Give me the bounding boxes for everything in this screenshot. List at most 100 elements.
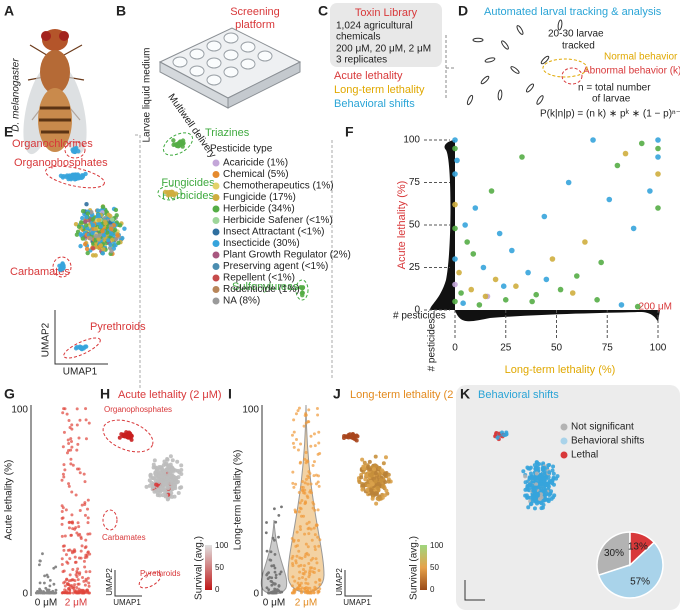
strip-point bbox=[316, 508, 320, 512]
umap-point bbox=[159, 474, 164, 479]
umap-point bbox=[166, 190, 172, 195]
strip-point bbox=[78, 418, 82, 422]
cluster-label: Pyrethroids bbox=[90, 321, 146, 333]
point bbox=[488, 188, 495, 194]
well bbox=[206, 74, 222, 86]
umap-point bbox=[539, 506, 544, 511]
larva bbox=[557, 19, 563, 31]
point bbox=[647, 188, 653, 194]
point bbox=[470, 251, 477, 257]
umap-point bbox=[110, 217, 115, 222]
tick-label: 0 bbox=[430, 585, 435, 594]
well bbox=[189, 48, 205, 60]
strip-point bbox=[269, 591, 273, 594]
umap-point bbox=[107, 245, 113, 251]
strip-point bbox=[308, 471, 312, 475]
strip-point bbox=[86, 576, 90, 580]
umap-point bbox=[152, 458, 157, 463]
strip-point bbox=[271, 536, 275, 540]
cluster-label: Triazines bbox=[205, 127, 250, 139]
legend-marker bbox=[560, 423, 568, 431]
umap-point bbox=[300, 293, 305, 298]
strip-point bbox=[69, 457, 73, 461]
umap-point bbox=[165, 476, 170, 481]
point bbox=[452, 298, 458, 305]
umap-point bbox=[74, 345, 80, 350]
point bbox=[525, 269, 531, 276]
strip-point bbox=[274, 589, 278, 593]
strip-point bbox=[70, 445, 74, 449]
strip-point bbox=[317, 441, 321, 445]
umap-point bbox=[527, 466, 532, 471]
strip-point bbox=[311, 556, 315, 560]
strip-point bbox=[82, 472, 86, 476]
strip-point bbox=[291, 562, 295, 566]
strip-point bbox=[70, 423, 74, 427]
strip-point bbox=[62, 475, 66, 479]
umap-point bbox=[90, 230, 95, 236]
well bbox=[223, 32, 239, 44]
strip-point bbox=[270, 576, 274, 580]
strip-point bbox=[65, 578, 69, 582]
strip-point bbox=[298, 570, 302, 574]
umap-point bbox=[349, 435, 354, 440]
strip-point bbox=[70, 490, 74, 494]
umap-point bbox=[159, 483, 164, 488]
strip-point bbox=[293, 579, 297, 583]
umap-point bbox=[549, 496, 554, 501]
strip-point bbox=[48, 591, 52, 594]
strip-point bbox=[307, 571, 311, 575]
point bbox=[456, 269, 462, 276]
panel-title: Automated larval tracking & analysis bbox=[484, 6, 662, 18]
axis-label: UMAP2 bbox=[41, 322, 52, 357]
cluster-outlines bbox=[102, 419, 162, 589]
title-line: platform bbox=[235, 19, 275, 31]
strip-point bbox=[312, 474, 316, 478]
point bbox=[606, 196, 613, 203]
umap-point bbox=[71, 148, 77, 154]
legend-label: Plant Growth Regulator (2%) bbox=[223, 250, 351, 261]
strip-point bbox=[66, 438, 70, 442]
point bbox=[496, 230, 503, 237]
point bbox=[549, 256, 556, 262]
legend-label: Not significant bbox=[571, 422, 634, 433]
umap-point bbox=[543, 496, 548, 501]
axis-label: UMAP1 bbox=[113, 598, 141, 607]
umap-point bbox=[67, 173, 72, 178]
strip-point bbox=[70, 439, 74, 443]
strip-point bbox=[311, 506, 315, 510]
strip-point bbox=[316, 480, 320, 484]
strip-point bbox=[316, 452, 320, 456]
tick-label: 0 bbox=[253, 589, 259, 600]
point bbox=[452, 137, 458, 143]
umap-point bbox=[163, 462, 168, 467]
strip-point bbox=[313, 444, 317, 448]
strip-point bbox=[71, 527, 75, 531]
outcome: Behavioral shifts bbox=[334, 98, 415, 110]
strip-point bbox=[75, 448, 79, 452]
strip-point bbox=[301, 576, 305, 580]
umap-point bbox=[542, 487, 547, 492]
point bbox=[634, 303, 641, 310]
strip-point bbox=[65, 451, 69, 455]
larva bbox=[516, 25, 524, 35]
umap-point bbox=[382, 493, 387, 498]
umap-point bbox=[167, 464, 172, 469]
strip-point bbox=[39, 591, 42, 594]
strip-point bbox=[304, 542, 308, 546]
larva bbox=[497, 89, 503, 101]
strip-point bbox=[296, 448, 300, 452]
strip-point bbox=[303, 457, 307, 461]
annotation: 200 μM bbox=[638, 302, 672, 313]
point bbox=[638, 140, 645, 147]
strip-point bbox=[76, 442, 80, 446]
panel-label: A bbox=[4, 3, 14, 19]
umap-point bbox=[151, 485, 156, 490]
umap-point bbox=[160, 493, 165, 498]
larva bbox=[501, 40, 509, 50]
strip-point bbox=[290, 556, 294, 560]
colorbar-title: Survival (avg.) bbox=[194, 536, 205, 600]
panel-title: Behavioral shifts bbox=[478, 389, 559, 401]
well bbox=[206, 40, 222, 52]
strip-point bbox=[304, 586, 308, 590]
